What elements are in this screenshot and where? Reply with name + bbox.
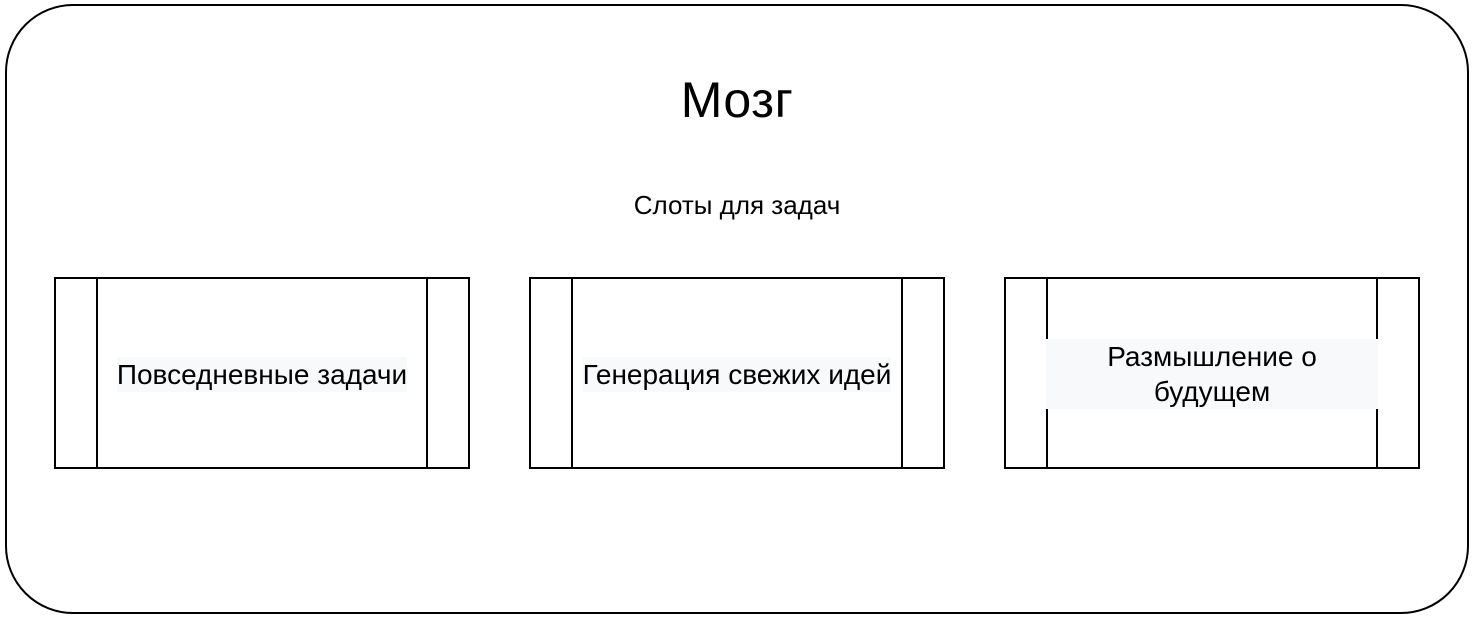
slot-label: Размышление о будущем bbox=[1046, 339, 1378, 409]
slot-label-wrapper: Повседневные задачи bbox=[96, 279, 428, 467]
diagram-title: Мозг bbox=[680, 72, 794, 128]
slot-left-divider bbox=[96, 279, 98, 467]
slot-right-divider bbox=[901, 279, 903, 467]
slot-daily-tasks: Повседневные задачи bbox=[54, 277, 470, 469]
slot-label-wrapper: Размышление о будущем bbox=[1046, 279, 1378, 467]
slot-right-divider bbox=[426, 279, 428, 467]
diagram-subtitle: Слоты для задач bbox=[633, 190, 841, 220]
slot-label-wrapper: Генерация свежих идей bbox=[571, 279, 903, 467]
slot-future-thinking: Размышление о будущем bbox=[1004, 277, 1420, 469]
slot-label: Повседневные задачи bbox=[116, 356, 408, 392]
slot-label: Генерация свежих идей bbox=[582, 356, 892, 392]
slot-fresh-ideas: Генерация свежих идей bbox=[529, 277, 945, 469]
slot-left-divider bbox=[571, 279, 573, 467]
